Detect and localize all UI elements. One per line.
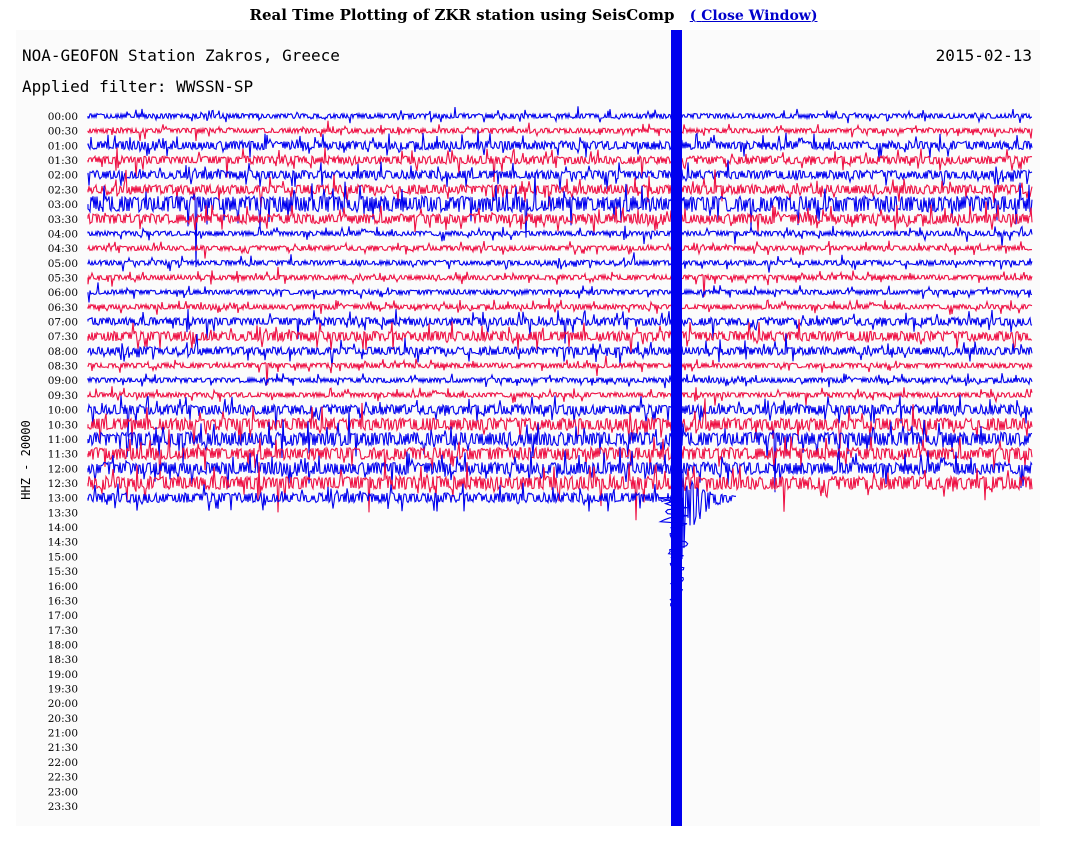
time-label: 15:00 [48, 551, 78, 563]
time-label: 06:30 [48, 302, 78, 314]
time-label: 06:00 [48, 287, 78, 299]
time-label: 08:30 [48, 361, 78, 373]
trace-line [87, 319, 1032, 354]
trace-line [87, 172, 1033, 268]
time-label: 16:00 [48, 581, 78, 593]
trace-line [87, 309, 1033, 344]
trace-line [87, 169, 1033, 208]
trace-line [87, 130, 1033, 160]
time-label: 09:00 [48, 375, 78, 387]
time-label: 15:30 [48, 566, 78, 578]
time-label: 20:30 [48, 713, 78, 725]
time-label: 21:00 [48, 728, 78, 740]
time-label: 13:30 [48, 507, 78, 519]
trace-line [87, 409, 1033, 493]
time-label: 02:30 [48, 184, 78, 196]
time-label: 03:00 [48, 199, 78, 211]
time-label: 11:30 [48, 449, 78, 461]
time-label: 19:00 [48, 669, 78, 681]
trace-line [87, 225, 1033, 248]
time-label: 23:30 [48, 801, 78, 813]
time-label: 10:00 [48, 405, 78, 417]
time-label: 00:30 [48, 126, 78, 138]
earthquake-tail [658, 497, 689, 730]
time-label: 04:30 [48, 243, 78, 255]
time-label: 18:30 [48, 654, 78, 666]
date-label: 2015-02-13 [936, 46, 1032, 65]
channel-label: HHZ - 20000 [19, 420, 33, 499]
time-label: 16:30 [48, 595, 78, 607]
trace-line [87, 373, 1033, 389]
time-label: 21:30 [48, 742, 78, 754]
trace-lines [87, 106, 1033, 521]
trace-line [87, 240, 1033, 259]
time-label: 17:00 [48, 610, 78, 622]
close-window-label[interactable]: Close Window [701, 8, 811, 24]
time-label: 05:30 [48, 273, 78, 285]
time-label: 23:00 [48, 786, 78, 798]
time-label: 01:30 [48, 155, 78, 167]
time-label: 00:00 [48, 111, 78, 123]
time-label: 11:00 [48, 434, 78, 446]
station-label: NOA-GEOFON Station Zakros, Greece [22, 46, 340, 65]
time-label: 20:00 [48, 698, 78, 710]
earthquake-coda [681, 468, 736, 560]
trace-line [87, 159, 1033, 190]
trace-line [87, 333, 1033, 367]
time-label: 14:30 [48, 537, 78, 549]
trace-line [87, 386, 1033, 406]
time-label: 14:00 [48, 522, 78, 534]
time-label: 09:30 [48, 390, 78, 402]
seismogram-canvas: NOA-GEOFON Station Zakros, Greece 2015-0… [19, 30, 1033, 826]
time-label: 08:00 [48, 346, 78, 358]
time-label: 07:00 [48, 317, 78, 329]
trace-line [87, 106, 1032, 124]
time-label: 13:00 [48, 493, 78, 505]
trace-line [87, 394, 1033, 437]
time-label: 04:00 [48, 228, 78, 240]
seismogram-plot: NOA-GEOFON Station Zakros, Greece 2015-0… [16, 30, 1040, 826]
time-label: 01:00 [48, 140, 78, 152]
trace-line [87, 355, 1033, 386]
time-label: 12:30 [48, 478, 78, 490]
time-label: 12:00 [48, 463, 78, 475]
trace-line [87, 252, 1033, 273]
earthquake-signal [658, 30, 736, 826]
trace-line [87, 462, 1033, 521]
time-label: 02:00 [48, 170, 78, 182]
trace-line [87, 482, 679, 512]
trace-line [87, 446, 1033, 489]
time-label: 18:00 [48, 640, 78, 652]
trace-line [87, 282, 1033, 303]
page-title: Real Time Plotting of ZKR station using … [249, 6, 675, 24]
time-label: 05:00 [48, 258, 78, 270]
trace-line [87, 398, 1033, 449]
trace-line [87, 429, 1033, 480]
trace-line [87, 147, 1033, 183]
trace-line [87, 120, 1033, 142]
trace-line [87, 298, 1033, 315]
trace-line [87, 201, 1033, 235]
time-label: 03:30 [48, 214, 78, 226]
time-label: 22:30 [48, 772, 78, 784]
trace-line [87, 266, 1033, 297]
close-window-link[interactable]: ( Close Window) [689, 8, 818, 24]
time-label: 19:30 [48, 684, 78, 696]
time-axis-labels: 00:00 00:30 01:00 01:30 02:00 02:30 03:00 03:30… [48, 111, 78, 813]
time-label: 10:30 [48, 419, 78, 431]
time-label: 22:00 [48, 757, 78, 769]
earthquake-band [671, 30, 682, 826]
time-label: 07:30 [48, 331, 78, 343]
page-header: Real Time Plotting of ZKR station using … [0, 6, 1067, 24]
filter-label: Applied filter: WWSSN-SP [22, 77, 253, 96]
time-label: 17:30 [48, 625, 78, 637]
